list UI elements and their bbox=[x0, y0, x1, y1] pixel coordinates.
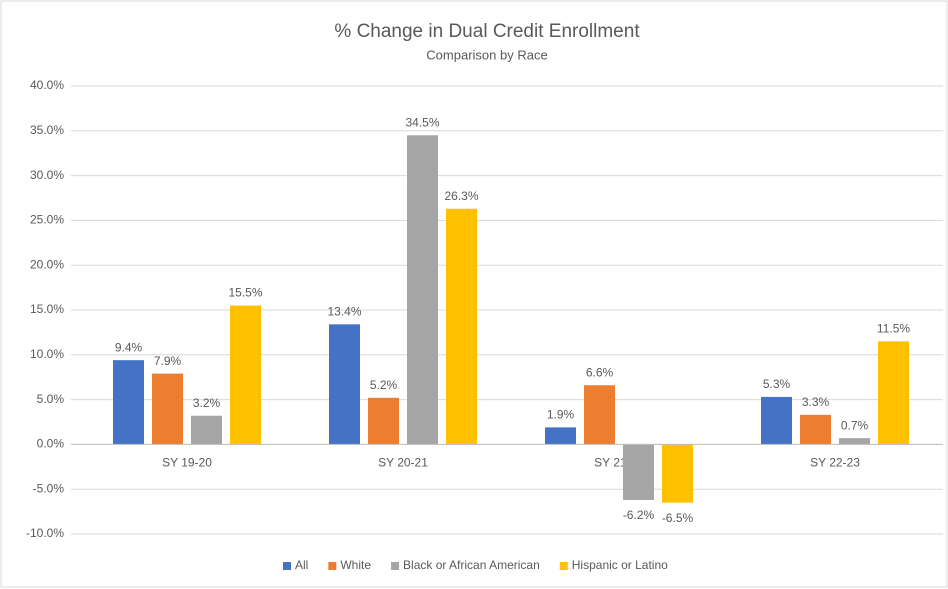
chart-subtitle: Comparison by Race bbox=[426, 47, 547, 62]
data-label: 6.6% bbox=[586, 365, 614, 379]
data-label: 15.5% bbox=[228, 286, 262, 300]
bar bbox=[761, 396, 792, 445]
y-tick-label: 10.0% bbox=[30, 347, 64, 361]
y-tick-label: -10.0% bbox=[26, 526, 64, 540]
legend-label: White bbox=[340, 558, 371, 572]
y-tick-label: 30.0% bbox=[30, 168, 64, 182]
bar bbox=[584, 385, 615, 445]
data-label: -6.2% bbox=[623, 508, 655, 522]
bar bbox=[446, 208, 477, 445]
bar bbox=[191, 415, 222, 445]
data-label: 5.3% bbox=[763, 377, 791, 391]
x-tick-label: SY 22-23 bbox=[810, 456, 860, 470]
data-label: 26.3% bbox=[444, 189, 478, 203]
data-label: -6.5% bbox=[662, 511, 694, 525]
legend-swatch bbox=[283, 562, 291, 570]
bar bbox=[878, 341, 909, 445]
y-tick-label: 25.0% bbox=[30, 213, 64, 227]
legend-label: Hispanic or Latino bbox=[572, 558, 668, 572]
data-label: 3.3% bbox=[802, 395, 830, 409]
data-label: 9.4% bbox=[115, 340, 143, 354]
bar bbox=[545, 427, 576, 445]
x-tick-label: SY 19-20 bbox=[162, 456, 212, 470]
legend-swatch bbox=[391, 562, 400, 570]
bar bbox=[839, 438, 870, 445]
y-tick-label: 0.0% bbox=[37, 437, 65, 451]
y-tick-label: 15.0% bbox=[30, 302, 64, 316]
data-label: 34.5% bbox=[405, 115, 439, 129]
data-label: 13.4% bbox=[327, 305, 361, 319]
data-label: 3.2% bbox=[193, 396, 221, 410]
y-tick-label: 20.0% bbox=[30, 257, 64, 271]
data-label: 5.2% bbox=[370, 378, 398, 392]
data-label: 0.7% bbox=[841, 418, 869, 432]
bar bbox=[368, 397, 399, 445]
bar bbox=[152, 373, 183, 445]
bar bbox=[113, 360, 144, 445]
y-tick-label: -5.0% bbox=[33, 481, 65, 495]
legend-label: Black or African American bbox=[403, 558, 540, 572]
y-tick-label: 5.0% bbox=[37, 392, 65, 406]
bar bbox=[329, 324, 360, 445]
chart-title: % Change in Dual Credit Enrollment bbox=[334, 21, 640, 42]
bar bbox=[407, 135, 438, 445]
data-label: 7.9% bbox=[154, 354, 182, 368]
legend-swatch bbox=[559, 562, 568, 570]
bar bbox=[662, 444, 693, 503]
x-tick-label: SY 20-21 bbox=[378, 456, 428, 470]
y-tick-label: 35.0% bbox=[30, 123, 64, 137]
data-label: 1.9% bbox=[547, 408, 575, 422]
bar bbox=[230, 305, 261, 445]
bar bbox=[800, 414, 831, 445]
data-label: 11.5% bbox=[877, 322, 910, 336]
y-tick-label: 40.0% bbox=[30, 78, 64, 92]
bar bbox=[623, 444, 654, 500]
legend-label: All bbox=[295, 558, 308, 572]
legend-swatch bbox=[328, 562, 337, 570]
